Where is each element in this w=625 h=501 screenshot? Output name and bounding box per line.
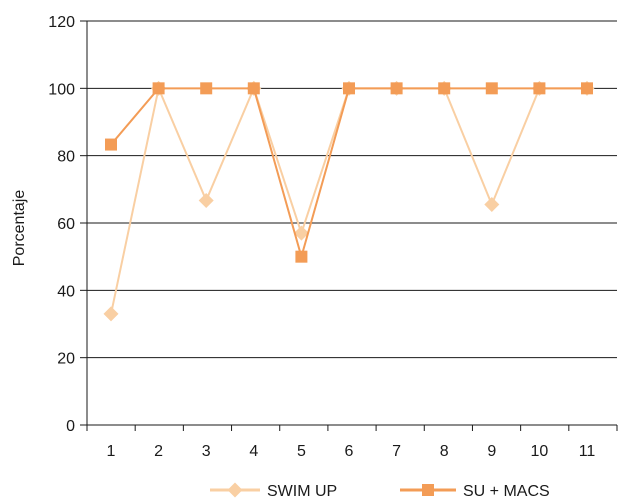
- legend-item: SU + MACS: [400, 483, 550, 500]
- y-tick-labels: 0 20 40 60 80 100 120: [48, 14, 75, 435]
- y-tick-label: 0: [66, 418, 75, 435]
- x-tick-labels: 1 2 3 4 5 6 7 8 9 10 11: [107, 443, 596, 460]
- data-point: [293, 225, 309, 241]
- x-tick-label: 4: [249, 443, 258, 460]
- y-tick-label: 100: [48, 81, 75, 98]
- series-group: [103, 80, 595, 322]
- legend-swatch-marker: [422, 484, 434, 496]
- legend-label: SU + MACS: [463, 483, 550, 500]
- x-tick-label: 11: [579, 443, 596, 460]
- legend-swatch-marker: [227, 482, 243, 498]
- data-point: [103, 306, 119, 322]
- legend-item: SWIM UP: [210, 482, 337, 500]
- data-point: [198, 192, 214, 208]
- gridlines: [87, 20, 617, 359]
- legend-label: SWIM UP: [267, 483, 337, 500]
- legend: SWIM UP SU + MACS: [210, 482, 550, 500]
- x-tick-label: 2: [154, 443, 163, 460]
- x-tick-label: 1: [107, 443, 116, 460]
- data-point: [343, 82, 355, 95]
- data-point: [581, 82, 593, 95]
- axes: [80, 20, 618, 431]
- x-tick-label: 6: [345, 443, 354, 460]
- x-tick-label: 3: [202, 443, 211, 460]
- data-point: [390, 82, 403, 95]
- data-point: [295, 250, 308, 263]
- data-point: [485, 82, 498, 95]
- y-tick-label: 40: [57, 283, 75, 300]
- series-2: [105, 82, 593, 263]
- series-1: [103, 80, 595, 322]
- data-point: [247, 82, 260, 95]
- y-tick-label: 120: [48, 14, 75, 31]
- y-tick-label: 80: [57, 149, 75, 166]
- y-axis-label: Porcentaje: [11, 190, 28, 267]
- y-tick-label: 60: [57, 216, 75, 233]
- x-tick-label: 5: [297, 443, 306, 460]
- data-point: [438, 82, 451, 95]
- data-point: [533, 82, 546, 95]
- x-tick-label: 7: [392, 443, 401, 460]
- series-line: [110, 87, 587, 261]
- data-point: [200, 82, 213, 95]
- x-tick-label: 10: [531, 443, 549, 460]
- series-line: [110, 85, 587, 315]
- y-tick-label: 20: [57, 351, 75, 368]
- x-tick-label: 9: [487, 443, 496, 460]
- x-tick-label: 8: [440, 443, 449, 460]
- data-point: [105, 138, 117, 151]
- data-point: [484, 196, 500, 212]
- data-point: [152, 82, 165, 95]
